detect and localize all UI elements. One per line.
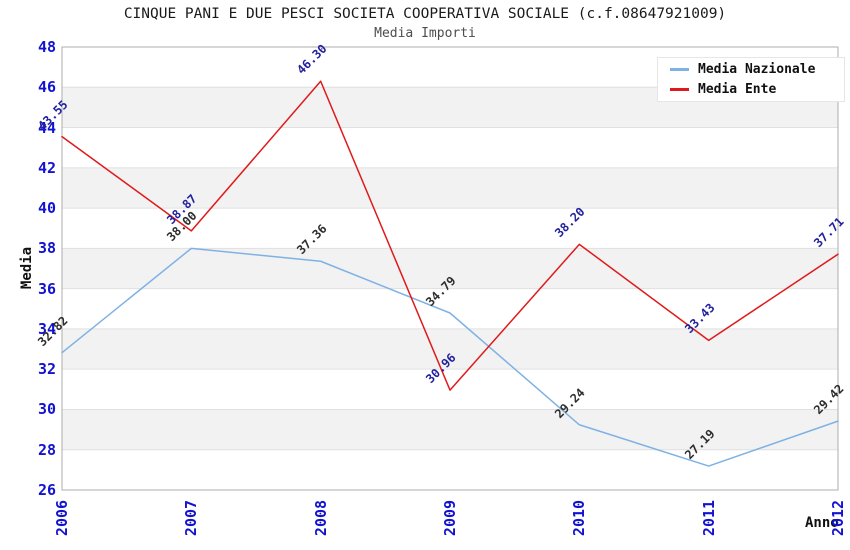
- line-swatch-media-nazionale: [670, 68, 689, 71]
- x-axis-title: Anno: [805, 515, 839, 531]
- chart-title: CINQUE PANI E DUE PESCI SOCIETA COOPERAT…: [123, 6, 727, 22]
- plot-border: [61, 46, 839, 491]
- series-line-media-ente: [61, 80, 839, 391]
- legend-label-media-ente: Media Ente: [698, 82, 777, 97]
- chart-subtitle: Media Importi: [374, 26, 476, 41]
- plot-band: [62, 409, 838, 450]
- legend-item-media-ente: Media Ente: [670, 82, 844, 97]
- legend-item-media-nazionale: Media Nazionale: [670, 62, 844, 77]
- legend-label-media-nazionale: Media Nazionale: [698, 62, 816, 77]
- plot-band: [62, 328, 838, 370]
- legend: Media Nazionale Media Ente: [657, 57, 845, 102]
- plot-band: [62, 167, 838, 209]
- plot-band: [62, 248, 838, 289]
- line-swatch-media-ente: [670, 88, 689, 91]
- series-line-media-nazionale: [61, 247, 839, 467]
